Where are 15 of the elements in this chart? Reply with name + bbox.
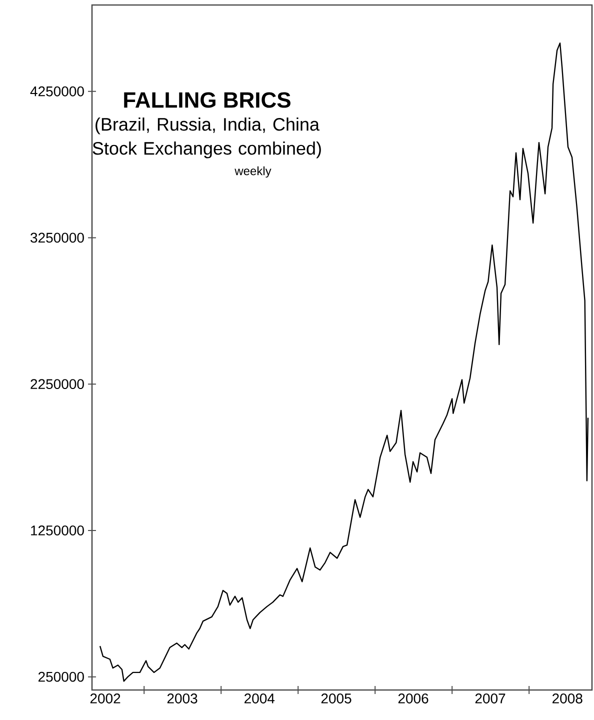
y-tick-label: 250000 [38, 672, 84, 682]
y-tick-label: 1250000 [31, 525, 84, 536]
x-tick-label: 2008 [552, 694, 582, 704]
x-tick-label: 2005 [321, 694, 352, 704]
x-tick-label: 2007 [475, 694, 506, 704]
annotation: weekly [234, 166, 272, 178]
y-tick-label: 3250000 [30, 232, 84, 243]
x-tick-label: 2002 [90, 694, 120, 704]
y-tick-label: 2250000 [30, 379, 84, 390]
y-tick-label: 4250000 [30, 86, 84, 96]
x-tick-label: 2003 [167, 694, 198, 704]
x-tick-label: 2004 [244, 694, 275, 704]
text: FALLING BRICS [124, 92, 290, 108]
x-tick-label: 2006 [398, 694, 428, 704]
text: (Brazil, Russia, India, China Stock Exchanges combined) [92, 118, 321, 158]
